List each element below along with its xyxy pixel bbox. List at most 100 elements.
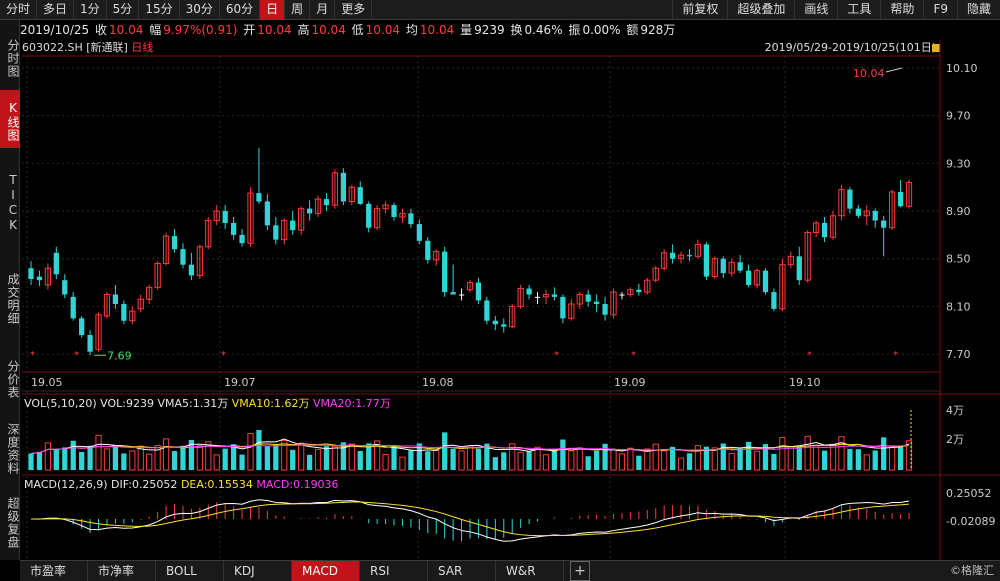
- period-tab-6[interactable]: 60分: [220, 0, 261, 20]
- volume-bar: [829, 443, 837, 471]
- volume-bar: [585, 456, 591, 470]
- period-tab-5[interactable]: 30分: [180, 0, 220, 20]
- left-nav-item-4[interactable]: 分价表: [6, 359, 20, 399]
- period-tab-0[interactable]: 分时: [0, 0, 38, 20]
- low-annotation: 7.69: [107, 349, 132, 362]
- indicator-tab-1[interactable]: 市净率: [88, 561, 156, 581]
- volume-bar: [771, 453, 777, 470]
- volume-bar: [728, 452, 735, 471]
- volume-bar: [855, 449, 861, 470]
- period-tab-7[interactable]: 日: [260, 0, 286, 20]
- candle-body: [703, 244, 710, 277]
- indicator-tab-7[interactable]: W&R: [496, 561, 564, 581]
- candle-body: [762, 270, 769, 293]
- tool-button-5[interactable]: F9: [923, 0, 957, 20]
- left-nav-item-1[interactable]: K线图: [0, 90, 20, 148]
- event-marker: *: [221, 350, 226, 361]
- period-tab-4[interactable]: 15分: [139, 0, 180, 20]
- tool-button-4[interactable]: 帮助: [880, 0, 923, 20]
- candle-body: [331, 172, 339, 206]
- date-axis-label: 19.09: [614, 376, 646, 389]
- date-axis-label: 19.05: [31, 376, 63, 389]
- candle-body: [872, 211, 878, 221]
- kline-chart[interactable]: 10.10 9.70 9.30 8.90 8.50 8.10 7.70 19.05 19.07 1…: [0, 0, 1000, 560]
- period-tab-10[interactable]: 更多: [335, 0, 373, 20]
- open-value: 10.04: [257, 23, 292, 37]
- candle-body: [694, 243, 702, 257]
- candle-body: [146, 286, 153, 300]
- indicator-tab-2[interactable]: BOLL: [156, 561, 224, 581]
- tool-button-3[interactable]: 工具: [837, 0, 880, 20]
- candle-body: [619, 294, 625, 296]
- candle-body: [87, 335, 93, 352]
- volume-bar: [821, 450, 828, 470]
- period-tab-1[interactable]: 多日: [37, 0, 75, 20]
- volume-bar: [230, 444, 237, 470]
- price-axis-label: 7.70: [946, 348, 971, 361]
- volume-bar: [863, 454, 870, 471]
- indicator-tab-5[interactable]: RSI: [360, 561, 428, 581]
- indicator-tab-4[interactable]: MACD: [292, 561, 360, 581]
- left-nav-item-6[interactable]: 超级复盘: [6, 497, 20, 549]
- period-tab-9[interactable]: 月: [310, 0, 336, 20]
- date-axis-label: 19.08: [422, 376, 454, 389]
- volume-bar: [492, 457, 498, 470]
- candle-body: [112, 294, 119, 305]
- volume-bar: [36, 451, 43, 470]
- volume-bar: [188, 439, 195, 470]
- volume-bar: [669, 446, 676, 470]
- volume-bar: [594, 450, 600, 470]
- left-nav-item-3[interactable]: 成交明细: [6, 273, 20, 325]
- candle-body: [374, 208, 381, 229]
- candle-body: [644, 279, 651, 293]
- watermark: ©格隆汇: [950, 564, 994, 577]
- candle-body: [230, 222, 237, 235]
- period-tab-3[interactable]: 5分: [107, 0, 140, 20]
- volume-bar: [526, 451, 532, 470]
- candle-body: [610, 291, 617, 316]
- volume-bar: [881, 437, 887, 470]
- lock-icon[interactable]: [932, 44, 940, 52]
- date-axis-label: 19.10: [789, 376, 821, 389]
- candle-body: [813, 222, 820, 233]
- indicator-tab-6[interactable]: SAR: [428, 561, 496, 581]
- vma20-label: VMA20:1.77万: [313, 397, 391, 410]
- candle-body: [475, 282, 482, 301]
- volume-bar: [53, 449, 59, 470]
- candle-body: [568, 303, 575, 319]
- volume-bar: [905, 440, 913, 471]
- left-nav-item-5[interactable]: 深度资料: [6, 423, 20, 475]
- volume-bar: [501, 452, 507, 470]
- period-tab-2[interactable]: 1分: [74, 0, 107, 20]
- left-nav-item-2[interactable]: TICK: [6, 173, 20, 233]
- volume-bar: [103, 448, 111, 471]
- candle-body: [70, 296, 76, 319]
- add-indicator-icon[interactable]: +: [570, 561, 590, 581]
- volume-bar: [897, 446, 904, 470]
- volume-bar: [298, 442, 305, 471]
- candle-body: [594, 301, 600, 305]
- candle-body: [188, 264, 195, 276]
- event-marker: *: [631, 350, 636, 361]
- indicator-tab-3[interactable]: KDJ: [224, 561, 292, 581]
- volume-bar: [627, 447, 634, 471]
- candle-body: [53, 252, 59, 275]
- volume-bar: [560, 439, 566, 470]
- dif-line: [30, 499, 910, 542]
- volume-bar: [753, 450, 761, 471]
- candle-body: [560, 296, 566, 319]
- left-nav-item-0[interactable]: 分时图: [6, 38, 20, 78]
- tool-button-1[interactable]: 超级叠加: [727, 0, 794, 20]
- candle-body: [323, 199, 330, 206]
- tool-button-0[interactable]: 前复权: [672, 0, 727, 20]
- period-tab-8[interactable]: 周: [285, 0, 311, 20]
- tool-button-2[interactable]: 画线: [794, 0, 837, 20]
- volume-bar: [686, 453, 693, 470]
- indicator-tab-0[interactable]: 市盈率: [20, 561, 88, 581]
- volume-bar: [391, 447, 397, 470]
- candle-body: [509, 305, 516, 328]
- candle-body: [855, 208, 861, 216]
- macd-legend: MACD(12,26,9) DIF:0.25052 DEA:0.15534 MA…: [24, 478, 339, 492]
- tool-button-6[interactable]: 隐藏: [956, 0, 1000, 20]
- vol-title: VOL(5,10,20) VOL:9239: [24, 397, 155, 410]
